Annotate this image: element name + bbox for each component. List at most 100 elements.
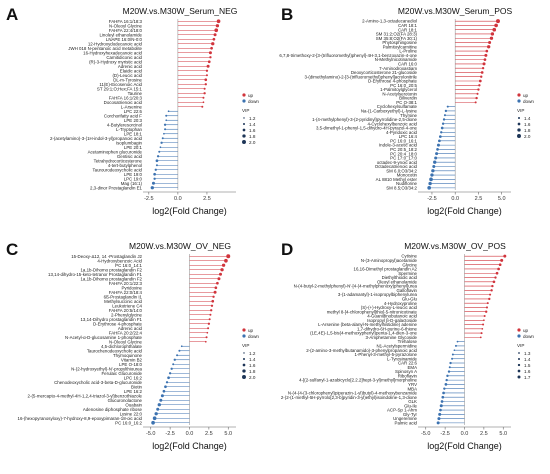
metabolite-label: Acetaminophen glucuronide [88, 149, 143, 154]
lollipop-point [449, 361, 452, 365]
legend-down-label: down [523, 99, 534, 104]
metabolite-label: YRV [408, 382, 417, 387]
legend-vip-title: VIP [517, 343, 524, 348]
lollipop-point [483, 319, 485, 322]
legend-vip-label: 1.3 [524, 351, 531, 356]
metabolite-label: Taurochenodeoxycholic acid [87, 348, 143, 353]
lollipop-point [480, 75, 483, 78]
lollipop-point [172, 363, 175, 366]
x-tick-label: 2.5 [203, 196, 211, 202]
chart-title: M20W.vs.M30W_Serum_POS [398, 6, 513, 16]
metabolite-label: SM 35:8;O2(FA 30:1) [376, 36, 418, 41]
lollipop-point [208, 51, 212, 55]
metabolite-label: N-Oleoyl Glycine [109, 23, 142, 28]
metabolite-label: 4-Butyleresorcinol [107, 122, 142, 127]
legend-vip-swatch [517, 375, 521, 379]
metabolite-label: PC 20:4_18:0 [390, 151, 417, 156]
lollipop-point [208, 318, 211, 321]
metabolite-label: CAR 18:1 [398, 27, 418, 32]
lollipop-point [443, 114, 446, 117]
legend-vip-label: 1.5 [524, 363, 531, 368]
metabolite-label: CAR 18:1 [398, 23, 418, 28]
lollipop-point [212, 37, 216, 41]
metabolite-label: Spermine [398, 271, 417, 276]
panel-letter: A [6, 5, 18, 24]
metabolite-label: ACP-Sp 1-Ahm [387, 408, 417, 413]
metabolite-label: CAR 16:0 [398, 61, 418, 66]
metabolite-label: FAHFA 20:2/22:4 [109, 330, 143, 335]
metabolite-label: Thymoquinone [113, 353, 143, 358]
lollipop-point [165, 381, 169, 384]
lollipop-point [210, 46, 213, 50]
lollipop-point [476, 92, 479, 95]
lollipop-point [438, 139, 441, 143]
metabolite-label: Ungeremine [393, 416, 417, 421]
lollipop-point [202, 101, 205, 104]
lollipop-chart-c: C M20W.vs.M30W_OV_NEG 15-Deoxy-Δ12, 14 -Pr… [6, 240, 259, 451]
metabolite-label: LPE 16:2 [124, 389, 143, 394]
metabolite-label: N-(4-(4-(3-chlorophenyl)piperazin-1-yl)b… [288, 391, 418, 396]
lollipop-point [206, 331, 209, 334]
lollipop-point [443, 387, 446, 390]
lollipop-point [497, 267, 500, 271]
legend-vip-title: VIP [242, 343, 249, 348]
metabolite-label: 13,14-dihydro-15-keto-tetranor Prostagla… [48, 272, 143, 277]
metabolite-label: Tetrahydrocorticosterone [94, 158, 143, 163]
legend-vip-swatch [242, 375, 246, 379]
metabolite-label: Leukotriene C4 [112, 303, 142, 308]
lollipop-point [490, 32, 495, 36]
lollipop-point [485, 306, 488, 309]
metabolite-label: Galloflavin [397, 288, 418, 293]
legend-vip-swatch [517, 363, 521, 367]
legend-vip-swatch [242, 357, 246, 361]
metabolite-label: L-Tyrosinamide [387, 356, 418, 361]
metabolite-label: 2-(acetylamino)-3-(1H-indol-3-yl)propano… [50, 136, 143, 141]
metabolite-label: Monocotin [397, 173, 418, 178]
metabolite-label: DL-m-Tyrosine [113, 77, 142, 82]
metabolite-label: Lysine 22:0 [120, 411, 143, 416]
metabolite-label: CAR 22:6 [398, 361, 418, 366]
legend-up-swatch [517, 93, 521, 97]
metabolite-label: Thyrsine [400, 113, 417, 118]
legend-vip-swatch [243, 352, 245, 354]
metabolite-label: Glucuronolactone [108, 398, 143, 403]
legend-vip-title: VIP [517, 108, 524, 113]
legend-vip-swatch [242, 128, 246, 132]
x-tick-label: 0.0 [461, 431, 469, 437]
lollipop-point [440, 126, 444, 130]
legend-up-label: up [523, 93, 529, 98]
metabolite-label: 2-Phenylglycine [111, 312, 143, 317]
lollipop-point [436, 143, 440, 147]
metabolite-label: Elaidic acid [120, 68, 143, 73]
lollipop-point [213, 33, 217, 37]
metabolite-label: Glycine [402, 262, 417, 267]
legend-vip-swatch [517, 134, 521, 138]
metabolite-label: PC O-38:1 [396, 100, 417, 105]
legend-vip-title: VIP [242, 108, 249, 113]
lollipop-point [442, 118, 446, 121]
lollipop-point [209, 56, 212, 59]
metabolite-label: 11(E)-Eicosenoic Acid [99, 82, 142, 87]
lollipop-point [170, 367, 173, 370]
metabolite-label: 3-(dimethylamino)-2-[3-(trifluoromethyl)… [305, 74, 418, 79]
metabolite-label: Octadecatrienoic acid [375, 164, 418, 169]
lollipop-point [447, 370, 451, 373]
x-axis-label: log2(Fold Change) [427, 206, 502, 216]
lollipop-point [205, 69, 209, 72]
lollipop-point [154, 168, 157, 171]
lollipop-point [203, 92, 206, 95]
metabolite-label: Mag (16:1) [121, 181, 143, 186]
legend-vip-label: 1.4 [524, 357, 531, 362]
lollipop-point [214, 286, 218, 290]
metabolite-label: PC 16:0_20:5 [390, 83, 417, 88]
legend-vip-swatch [242, 122, 246, 126]
legend-vip-swatch [243, 117, 245, 119]
lollipop-point [204, 78, 208, 82]
lollipop-point [441, 122, 445, 125]
legend-down-swatch [517, 99, 521, 103]
x-tick-label: 0.0 [186, 431, 194, 437]
legend-up-swatch [242, 93, 246, 97]
lollipop-point [430, 173, 434, 177]
metabolite-label: 7-Aminodroxastiam [379, 66, 417, 71]
lollipop-point [176, 354, 179, 357]
